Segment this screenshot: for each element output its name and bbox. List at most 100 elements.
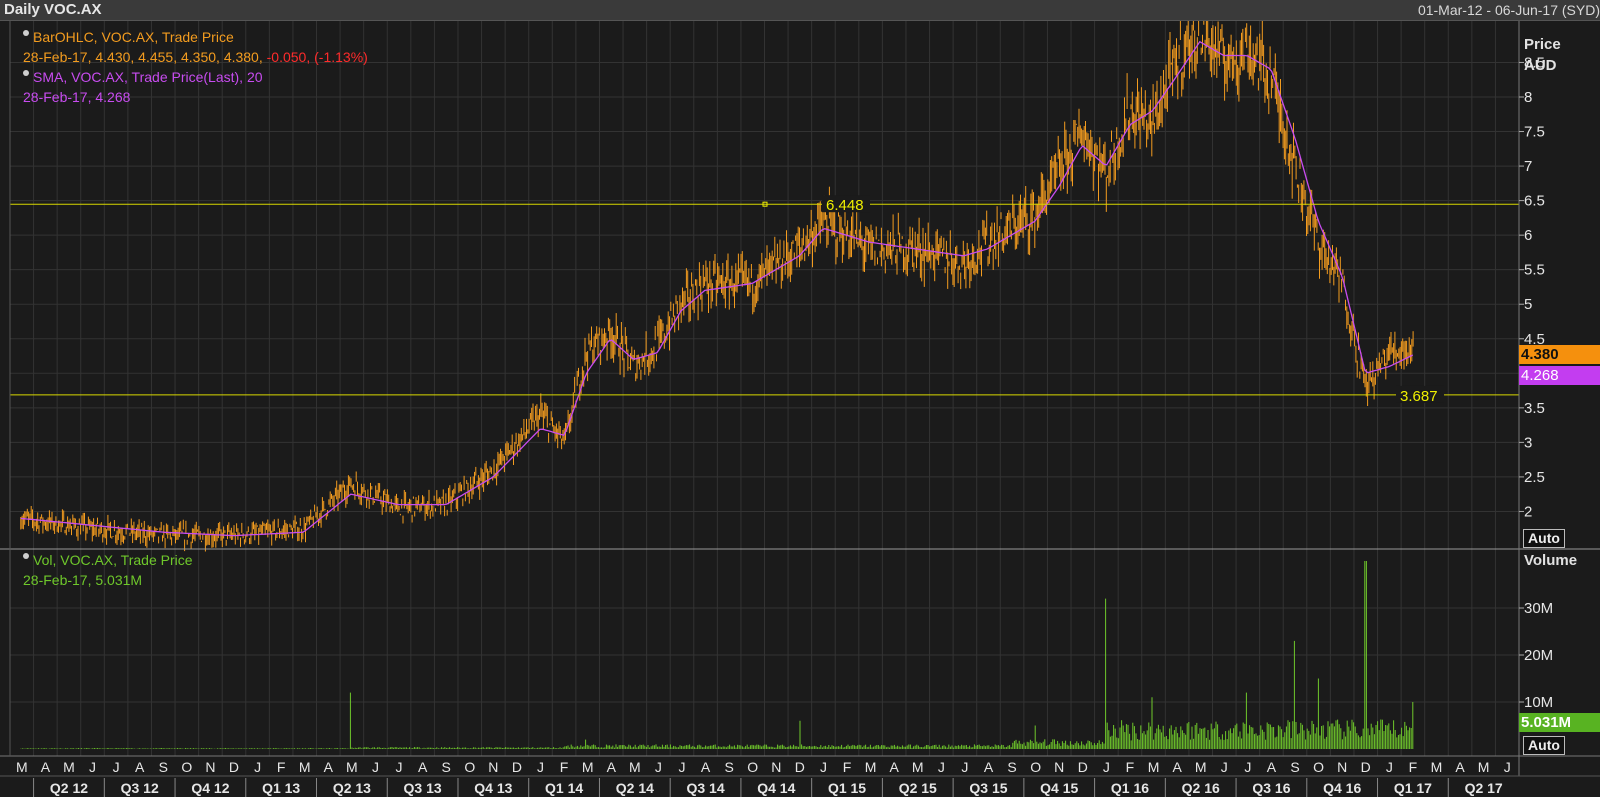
month-tick-label: A — [984, 759, 994, 775]
month-tick-label: M — [299, 759, 311, 775]
horizontal-lines: 6.448 3.687 — [10, 195, 1519, 405]
price-legend[interactable]: BarOHLC, VOC.AX, Trade Price 28-Feb-17, … — [23, 27, 368, 67]
legend-bullet-icon[interactable] — [23, 30, 29, 36]
month-tick-label: A — [418, 759, 428, 775]
sma-series-name: SMA, VOC.AX, Trade Price(Last), 20 — [33, 69, 263, 85]
volume-axis-title: Volume — [1524, 552, 1578, 569]
month-tick-label: J — [1386, 759, 1393, 775]
quarter-tick-label: Q4 13 — [474, 780, 512, 796]
month-tick-label: A — [607, 759, 617, 775]
date-range[interactable]: 01-Mar-12 - 06-Jun-17 (SYD) — [1417, 2, 1600, 18]
quarter-tick-label: Q3 14 — [686, 780, 724, 796]
legend-bullet-icon[interactable] — [23, 553, 29, 559]
volume-legend[interactable]: Vol, VOC.AX, Trade Price 28-Feb-17, 5.03… — [23, 550, 193, 590]
month-tick-label: A — [324, 759, 334, 775]
quarter-tick-label: Q3 16 — [1252, 780, 1290, 796]
volume-bars — [20, 561, 1414, 749]
price-values: 28-Feb-17, 4.430, 4.455, 4.350, 4.380, — [23, 49, 263, 65]
volume-values: 28-Feb-17, 5.031M — [23, 572, 143, 588]
price-tick-label: 7.5 — [1524, 124, 1545, 141]
month-tick-label: A — [1172, 759, 1182, 775]
month-tick-label: S — [724, 759, 733, 775]
month-tick-label: S — [1290, 759, 1299, 775]
last-price-tag: 4.380 — [1519, 345, 1600, 364]
quarter-tick-label: Q1 14 — [545, 780, 583, 796]
volume-tick-label: 20M — [1524, 647, 1553, 664]
price-bars — [20, 21, 1414, 552]
quarter-tick-label: Q4 15 — [1040, 780, 1078, 796]
sma-legend[interactable]: SMA, VOC.AX, Trade Price(Last), 20 28-Fe… — [23, 67, 263, 107]
month-tick-label: M — [1478, 759, 1490, 775]
quarter-tick-label: Q3 15 — [969, 780, 1007, 796]
month-tick-label: M — [912, 759, 924, 775]
month-tick-label: J — [89, 759, 96, 775]
quarter-tick-label: Q1 13 — [262, 780, 300, 796]
legend-bullet-icon[interactable] — [23, 70, 29, 76]
quarter-tick-label: Q1 16 — [1111, 780, 1149, 796]
quarter-tick-label: Q2 15 — [899, 780, 937, 796]
month-tick-label: M — [16, 759, 28, 775]
month-tick-label: A — [135, 759, 145, 775]
month-tick-label: M — [1195, 759, 1207, 775]
volume-value-tag: 5.031M — [1519, 713, 1600, 732]
month-tick-label: D — [795, 759, 805, 775]
volume-auto-scale-button[interactable]: Auto — [1523, 736, 1565, 755]
month-tick-label: M — [582, 759, 594, 775]
quarter-tick-label: Q3 13 — [404, 780, 442, 796]
price-tick-label: 6.5 — [1524, 193, 1545, 210]
month-tick-label: A — [1455, 759, 1465, 775]
month-tick-label: D — [229, 759, 239, 775]
month-tick-label: F — [1409, 759, 1418, 775]
price-tick-label: 2.5 — [1524, 469, 1545, 486]
quarter-tick-label: Q4 14 — [757, 780, 795, 796]
sma-line — [20, 40, 1414, 537]
month-tick-label: J — [396, 759, 403, 775]
month-tick-label: J — [113, 759, 120, 775]
month-tick-label: A — [890, 759, 900, 775]
month-tick-label: M — [629, 759, 641, 775]
price-tick-label: 4.5 — [1524, 331, 1545, 348]
volume-tick-label: 30M — [1524, 600, 1553, 617]
price-auto-scale-button[interactable]: Auto — [1523, 529, 1565, 548]
quarter-tick-label: Q1 15 — [828, 780, 866, 796]
month-tick-label: O — [1030, 759, 1041, 775]
month-tick-label: J — [1244, 759, 1251, 775]
quarter-tick-label: Q4 16 — [1323, 780, 1361, 796]
month-tick-label: O — [181, 759, 192, 775]
month-tick-label: N — [771, 759, 781, 775]
quarter-tick-label: Q3 12 — [121, 780, 159, 796]
hline-handle-icon — [762, 201, 768, 207]
hline-label-bg — [822, 195, 870, 213]
sma-value-tag: 4.268 — [1519, 366, 1600, 385]
month-tick-label: F — [843, 759, 852, 775]
price-tick-label: 6 — [1524, 227, 1532, 244]
chart-title: Daily VOC.AX — [4, 1, 102, 18]
month-tick-label: N — [1054, 759, 1064, 775]
month-tick-label: S — [442, 759, 451, 775]
month-tick-label: J — [537, 759, 544, 775]
volume-series-name: Vol, VOC.AX, Trade Price — [33, 552, 193, 568]
price-axis-title: Price — [1524, 36, 1561, 53]
month-tick-label: M — [865, 759, 877, 775]
hline-label: 3.687 — [1400, 388, 1438, 405]
quarter-tick-label: Q2 16 — [1182, 780, 1220, 796]
month-tick-label: N — [205, 759, 215, 775]
sma-line-group — [20, 40, 1414, 537]
price-change: -0.050, (-1.13%) — [266, 49, 368, 65]
price-tick-label: 7 — [1524, 158, 1532, 175]
month-tick-label: J — [254, 759, 261, 775]
price-tick-label: 5 — [1524, 296, 1532, 313]
price-tick-label: 3 — [1524, 434, 1532, 451]
month-tick-label: D — [512, 759, 522, 775]
month-tick-label: J — [655, 759, 662, 775]
price-tick-label: 3.5 — [1524, 400, 1545, 417]
price-axis-unit: AUD — [1524, 57, 1557, 74]
month-tick-label: D — [1078, 759, 1088, 775]
month-tick-label: O — [464, 759, 475, 775]
quarter-tick-label: Q4 12 — [191, 780, 229, 796]
month-tick-label: O — [1313, 759, 1324, 775]
price-tick-label: 2 — [1524, 503, 1532, 520]
month-tick-label: M — [1148, 759, 1160, 775]
